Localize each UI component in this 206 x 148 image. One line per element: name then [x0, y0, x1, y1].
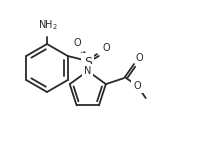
Text: O: O: [74, 38, 82, 48]
Text: O: O: [133, 81, 141, 91]
Text: O: O: [103, 43, 110, 53]
Text: NH$_2$: NH$_2$: [38, 18, 58, 32]
Text: O: O: [135, 53, 143, 63]
Text: N: N: [84, 66, 91, 76]
Text: S: S: [84, 56, 92, 69]
